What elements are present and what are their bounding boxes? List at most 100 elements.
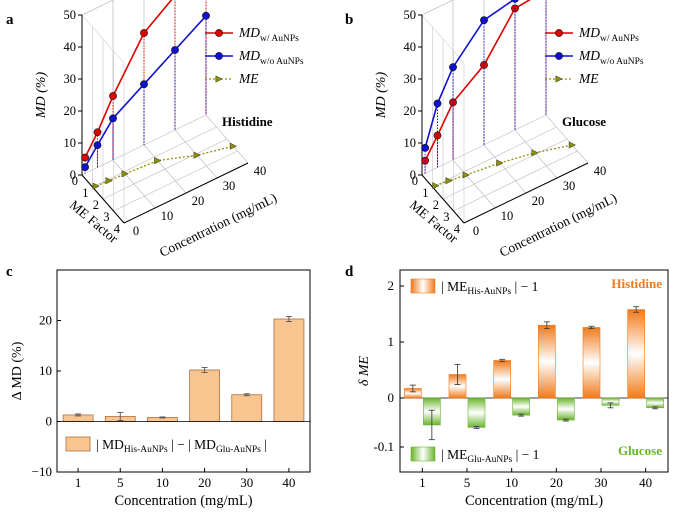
data-point — [140, 29, 148, 37]
me-tick-label: 2 — [433, 198, 439, 212]
me-data-point — [121, 170, 129, 178]
me-tick-label: 3 — [103, 210, 109, 224]
me-data-point — [92, 182, 100, 190]
series-line — [424, 0, 531, 162]
legend-subscript: His-AuNPs — [124, 445, 168, 455]
me-tick-label: 4 — [454, 222, 461, 236]
me-data-point — [105, 177, 113, 185]
legend-part: | − | MD — [168, 437, 217, 452]
legend-swatch-glucose — [410, 446, 436, 462]
conc-tick-label: 30 — [563, 179, 576, 193]
x-tick-label: 30 — [240, 475, 253, 490]
panel-c-bar-chart: 1 5 10 20 30 40 −10 0 10 20 Δ MD (%) Concentration … — [10, 269, 311, 509]
legend-part: | − 1 — [512, 447, 539, 462]
y-tick-label: 10 — [39, 363, 52, 378]
legend-marker — [215, 52, 223, 60]
side-wall-top — [421, 14, 465, 64]
legend-part: | — [261, 437, 267, 452]
legend-main: MD — [578, 48, 600, 63]
me-data-point — [229, 142, 238, 150]
z-tick-label: 50 — [64, 8, 77, 22]
legend-subscript: His-AuNPs — [467, 287, 511, 297]
series-line — [84, 15, 207, 168]
legend-label: MDw/ AuNPs — [578, 25, 639, 44]
legend-label: MDw/ AuNPs — [238, 25, 299, 44]
compound-annotation: Glucose — [562, 114, 606, 129]
legend-label: MDw/o AuNPs — [578, 48, 644, 67]
side-wall-top — [81, 14, 125, 64]
back-wall-top — [81, 0, 114, 16]
me-tick-label: 1 — [82, 186, 88, 200]
legend-part: | ME — [441, 279, 467, 294]
me-tick-label: 0 — [412, 174, 418, 188]
y-tick-label: 1 — [388, 334, 395, 349]
data-point — [433, 131, 442, 140]
floor-gridline — [102, 138, 228, 200]
panel-letter-b: b — [345, 12, 353, 28]
me-data-point — [496, 159, 504, 167]
z-tick-label: 0 — [70, 168, 76, 182]
conc-tick-label: 40 — [594, 164, 607, 178]
z-axis-label: MD (%) — [374, 72, 389, 120]
me-data-point — [445, 177, 453, 185]
data-point — [109, 92, 117, 100]
conc-axis — [123, 162, 249, 224]
legend-label: ME — [238, 71, 259, 86]
legend-subscript: w/o AuNPs — [260, 57, 304, 67]
legend-subscript: Glu-AuNPs — [467, 455, 512, 465]
x-tick-label: 30 — [595, 475, 608, 490]
floor-gridline — [113, 150, 238, 212]
legend-part: | − 1 — [511, 279, 538, 294]
me-axis — [81, 174, 125, 224]
legend-marker — [555, 52, 563, 60]
legend-part: | MD — [96, 437, 124, 452]
data-point — [202, 11, 210, 20]
y-axis-label: Δ MD (%) — [10, 341, 25, 400]
z-tick-label: 30 — [404, 72, 417, 86]
data-point — [140, 80, 148, 89]
data-point — [511, 0, 519, 3]
glucose-bar — [557, 397, 575, 421]
z-tick-label: 30 — [64, 72, 77, 86]
y-tick-label: 2 — [388, 278, 395, 293]
floor-gridline — [432, 126, 557, 188]
y-tick-label: -0.1 — [373, 439, 394, 454]
me-data-point — [462, 171, 470, 179]
data-point — [109, 114, 117, 123]
conc-axis-label: Concentration (mg/mL) — [157, 190, 279, 260]
legend-label: | MDHis-AuNPs | − | MDGlu-AuNPs | — [96, 437, 267, 455]
legend-main: ME — [238, 71, 259, 86]
conc-tick-label: 20 — [532, 194, 545, 208]
conc-tick-label: 10 — [161, 209, 174, 223]
legend-main: MD — [238, 48, 260, 63]
data-point — [449, 98, 457, 107]
x-tick-label: 5 — [117, 475, 124, 490]
conc-tick-label: 0 — [473, 224, 479, 238]
z-tick-label: 40 — [404, 40, 417, 54]
bar — [189, 369, 220, 422]
y-tick-label: 0 — [388, 390, 395, 405]
x-tick-label: 10 — [156, 475, 169, 490]
me-data-point — [193, 151, 201, 159]
bar — [231, 394, 263, 422]
legend-main: MD — [578, 25, 600, 40]
glucose-bar — [467, 397, 486, 428]
z-tick-label: 40 — [64, 40, 77, 54]
histidine-bar — [582, 327, 601, 399]
z-axis-label: MD (%) — [34, 72, 49, 120]
z-tick-label: 20 — [64, 104, 77, 118]
me-series-line — [435, 144, 573, 187]
data-point — [81, 163, 89, 171]
legend-swatch — [65, 436, 91, 452]
me-tick-label: 4 — [114, 222, 121, 236]
z-tick-label: 50 — [404, 8, 417, 22]
data-point — [449, 63, 457, 72]
legend-main: MD — [238, 25, 260, 40]
legend-marker — [215, 75, 223, 83]
panel-letter-d: d — [345, 264, 354, 280]
x-axis-label: Concentration (mg/mL) — [114, 493, 252, 509]
legend-label-glucose: | MEGlu-AuNPs | − 1 — [441, 447, 539, 465]
x-tick-label: 1 — [419, 475, 426, 490]
back-wall-top — [421, 0, 454, 16]
